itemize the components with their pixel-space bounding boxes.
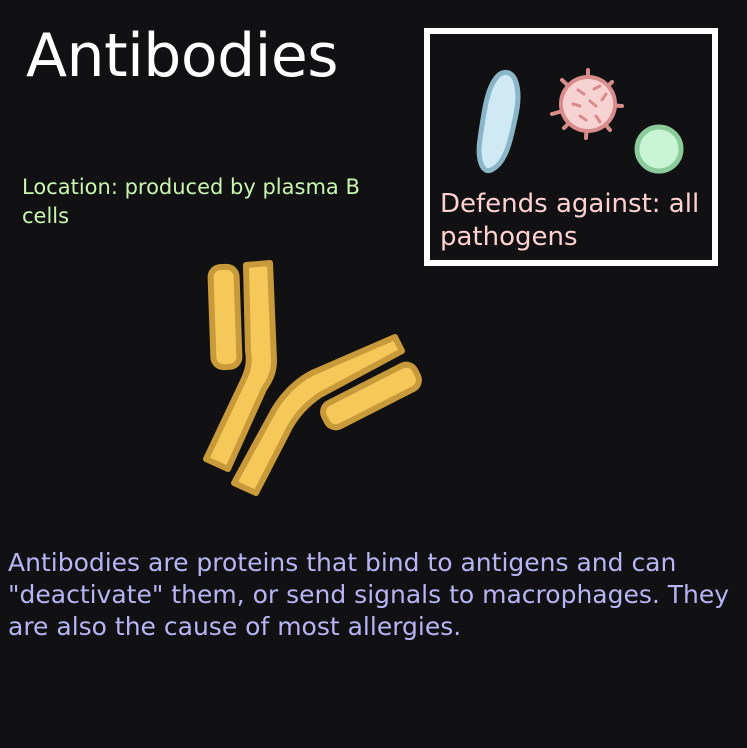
pathogen-icons <box>476 68 684 174</box>
bacillus-icon <box>476 70 521 174</box>
antibody-icon <box>203 260 422 496</box>
defends-text: Defends against: all pathogens <box>440 189 700 252</box>
description-text: Antibodies are proteins that bind to ant… <box>8 548 730 641</box>
page-title: Antibodies <box>26 21 339 91</box>
pathogen-panel: Defends against: all pathogens <box>424 28 718 266</box>
location-text: Location: produced by plasma B cells <box>22 175 360 228</box>
cocci-icon <box>634 124 684 174</box>
virus-icon <box>550 68 624 140</box>
